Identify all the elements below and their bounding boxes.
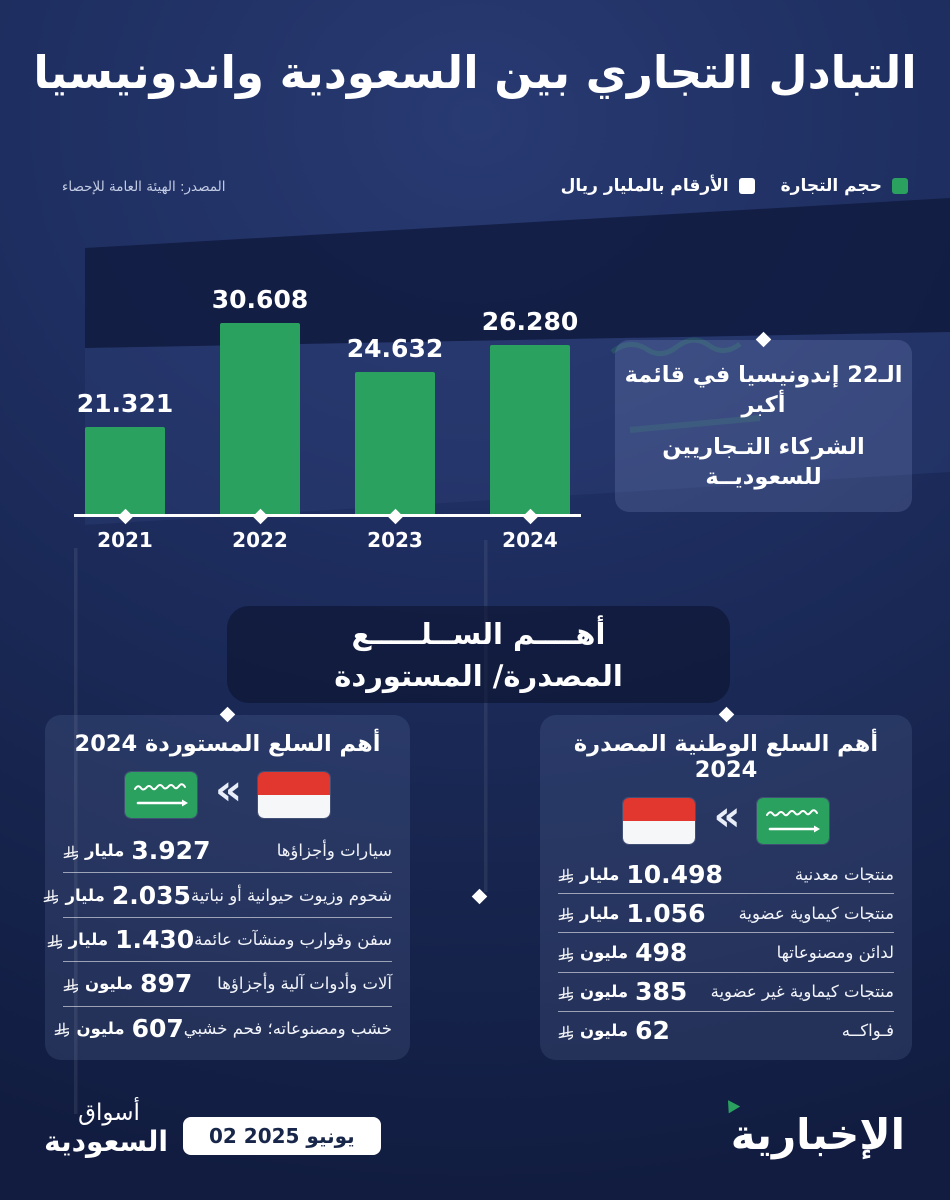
imports-flow: « — [63, 765, 392, 819]
saudi-riyal-symbol-icon — [44, 889, 59, 904]
commodity-value: 1.056 مليار — [558, 899, 705, 928]
bars-area: 21.321 30.608 24.632 26.280 — [77, 285, 578, 524]
bar-value-label: 26.280 — [481, 307, 579, 336]
x-axis-label-2021: 2021 — [97, 528, 153, 552]
saudi-arabia-flag — [756, 797, 829, 844]
bar-column-2023: 24.632 — [347, 285, 443, 524]
date-badge: 02 يونيو 2025 — [183, 1117, 381, 1155]
bar-2024 — [490, 345, 570, 515]
legend-trade-volume-label: حجم التجارة — [780, 176, 882, 196]
commodity-row: خشب ومصنوعاته؛ فحم خشبي 607 مليون — [55, 1005, 392, 1050]
bar-value-label: 21.321 — [76, 389, 174, 418]
bar-column-2022: 30.608 — [212, 285, 308, 524]
indonesia-flag — [623, 797, 696, 844]
commodity-row: منتجات كيماوية عضوية 1.056 مليار — [558, 893, 894, 932]
green-square-icon — [892, 178, 908, 194]
commodity-row: منتجات معدنية 10.498 مليار — [558, 855, 894, 893]
commodity-row: لدائن ومصنوعاتها 498 مليون — [558, 932, 894, 971]
commodity-row: سفن وقوارب ومنشآت عائمة 1.430 مليار — [47, 916, 392, 961]
exports-panel-title: أهم السلع الوطنية المصدرة 2024 — [573, 731, 879, 783]
commodity-row: آلات وأدوات آلية وأجزاؤها 897 مليون — [63, 961, 392, 1005]
rank-info-line1: الـ22 إندونيسيا في قائمة أكبر — [624, 361, 903, 419]
bar-column-2024: 26.280 — [482, 285, 578, 524]
x-axis-label-2024: 2024 — [502, 528, 558, 552]
saudi-riyal-symbol-icon — [558, 907, 573, 923]
legend-trade-volume: حجم التجارة — [781, 176, 908, 196]
commodity-value: 385 مليون — [558, 977, 687, 1006]
commodity-row: منتجات كيماوية غير عضوية 385 مليون — [558, 971, 894, 1011]
chevrons-left-icon: « — [713, 791, 740, 840]
imports-panel-title: أهم السلع المستوردة 2024 — [74, 731, 381, 757]
white-square-icon — [738, 178, 755, 194]
page-title: التبادل التجاري بين السعودية واندونيسيا — [33, 46, 917, 99]
saudi-riyal-symbol-icon — [63, 845, 78, 860]
commodity-row: سيارات وأجزاؤها 3.927 مليار — [63, 829, 392, 872]
rank-info-line2: الشركاء التـجاريين للسعوديــة — [662, 433, 865, 490]
section-title-line2: المصدرة/ المستوردة — [334, 658, 623, 693]
commodity-row: فـواكــه 62 مليون — [558, 1010, 894, 1050]
diamond-marker-icon — [755, 331, 772, 348]
diamond-marker-icon — [219, 706, 236, 723]
commodity-value: 2.035 مليار — [43, 881, 191, 910]
bar-2022 — [220, 323, 300, 515]
exports-flow: « — [558, 791, 894, 845]
commodity-value: 897 مليون — [63, 969, 192, 998]
chart-baseline — [74, 514, 581, 517]
source-note: المصدر: الهيئة العامة للإحصاء — [62, 179, 226, 195]
diamond-marker-icon — [718, 706, 734, 723]
legend-units-label: الأرقام بالمليار ريال — [560, 176, 729, 196]
imports-rows: سيارات وأجزاؤها 3.927 مليار شحوم وزيوت ح… — [44, 829, 392, 1050]
saudi-markets-logo: أسواق السعودية — [44, 1100, 168, 1159]
bar-value-label: 30.608 — [211, 285, 309, 314]
alekhbariya-logo-text: الإخبارية — [730, 1110, 905, 1159]
chevrons-left-icon: « — [214, 765, 242, 814]
saudi-riyal-symbol-icon — [47, 934, 62, 949]
bar-column-2021: 21.321 — [77, 285, 173, 524]
section-title-line1: أهــــم الســلـــــع — [351, 616, 606, 651]
alekhbariya-logo: الإخبارية — [731, 1112, 905, 1158]
x-axis: 2021 2022 2023 2024 — [85, 528, 570, 552]
commodity-row: شحوم وزيوت حيوانية أو نباتية 2.035 مليار — [44, 872, 392, 916]
bar-2023 — [355, 372, 435, 515]
saudi-riyal-symbol-icon — [55, 1022, 70, 1038]
commodity-value: 10.498 مليار — [558, 860, 723, 889]
exports-rows: منتجات معدنية 10.498 مليار منتجات كيماوي… — [558, 855, 894, 1050]
indonesia-flag — [258, 771, 331, 818]
saudi-riyal-symbol-icon — [558, 986, 573, 1001]
exports-panel: أهم السلع الوطنية المصدرة 2024 « م — [540, 706, 912, 1060]
saudi-riyal-symbol-icon — [558, 868, 573, 883]
saudi-riyal-symbol-icon — [63, 978, 78, 993]
commodity-value: 498 مليون — [558, 938, 687, 967]
section-title-box: أهــــم الســلـــــع المصدرة/ المستوردة — [227, 606, 730, 703]
imports-panel: أهم السلع المستوردة 2024 « سيارات — [44, 706, 410, 1060]
x-axis-label-2022: 2022 — [232, 528, 288, 552]
bar-2021 — [85, 427, 165, 515]
commodity-value: 1.430 مليار — [47, 925, 194, 954]
saudi-riyal-symbol-icon — [558, 947, 573, 962]
commodity-value: 3.927 مليار — [63, 836, 210, 865]
saudi-arabia-flag — [124, 771, 197, 818]
commodity-value: 62 مليون — [558, 1016, 670, 1045]
trade-volume-bar-chart: 21.321 30.608 24.632 26.280 2021 — [74, 285, 581, 552]
commodity-value: 607 مليون — [54, 1014, 184, 1043]
diamond-marker-icon — [471, 888, 488, 905]
saudi-riyal-symbol-icon — [558, 1025, 573, 1040]
rank-info-box: الـ22 إندونيسيا في قائمة أكبر الشركاء ال… — [615, 331, 912, 512]
legend-units: الأرقام بالمليار ريال — [561, 176, 755, 196]
x-axis-label-2023: 2023 — [367, 528, 423, 552]
bar-value-label: 24.632 — [346, 334, 444, 363]
chart-legend: حجم التجارة الأرقام بالمليار ريال — [561, 176, 908, 196]
